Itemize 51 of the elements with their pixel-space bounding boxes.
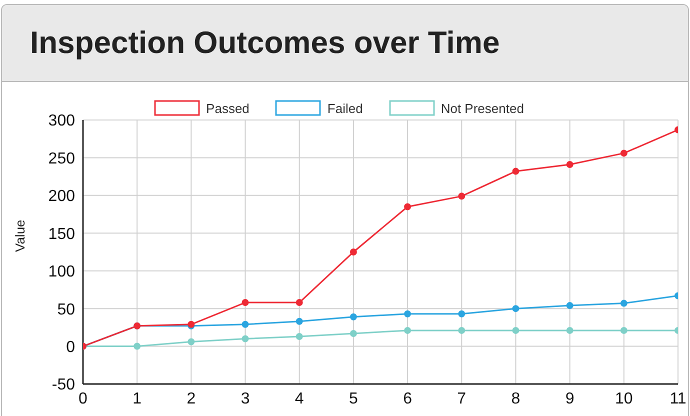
x-tick-label: 3: [240, 390, 250, 408]
point: [512, 168, 520, 175]
x-tick-label: 10: [615, 390, 633, 408]
point: [620, 326, 628, 334]
point: [134, 342, 141, 350]
y-tick-label: 50: [57, 301, 76, 318]
y-tick-label: 250: [48, 150, 76, 168]
legend-label: Not Presented: [440, 100, 524, 116]
point: [242, 299, 249, 306]
x-tick-label: 2: [186, 390, 196, 408]
y-tick-label: 100: [48, 264, 76, 281]
y-tick-label: 150: [48, 226, 76, 243]
legend-label: Failed: [327, 100, 363, 116]
point: [296, 332, 303, 340]
point: [188, 338, 195, 346]
x-tick-label: 1: [132, 390, 142, 408]
point: [458, 310, 466, 318]
point: [512, 326, 520, 334]
point: [242, 335, 249, 342]
x-tick-label: 8: [511, 390, 520, 408]
x-tick-label: 0: [78, 390, 88, 408]
point: [620, 150, 628, 157]
point: [458, 326, 466, 334]
point: [350, 313, 357, 320]
y-tick-label: 200: [48, 188, 76, 206]
y-tick-label: 300: [48, 112, 76, 130]
x-tick-label: 7: [457, 390, 466, 408]
y-axis-title: Value: [12, 220, 28, 252]
point: [350, 330, 357, 337]
point: [458, 192, 466, 200]
point: [350, 248, 357, 256]
point: [404, 326, 412, 334]
point: [566, 326, 574, 334]
point: [404, 310, 412, 318]
point: [620, 300, 628, 307]
x-tick-label: 4: [294, 390, 304, 408]
x-tick-label: 9: [565, 390, 574, 408]
legend-label: Passed: [206, 100, 250, 116]
chart-title: Inspection Outcomes over Time: [30, 25, 500, 61]
x-tick-label: 5: [349, 390, 358, 408]
point: [512, 305, 520, 312]
point: [296, 318, 303, 325]
point: [566, 161, 574, 168]
point: [296, 299, 303, 306]
point: [242, 320, 249, 328]
y-tick-label: -50: [52, 376, 76, 394]
point: [566, 302, 574, 310]
y-tick-label: 0: [66, 338, 76, 356]
x-tick-label: 6: [403, 390, 412, 408]
x-tick-label: 11: [670, 390, 686, 408]
point: [404, 203, 412, 210]
